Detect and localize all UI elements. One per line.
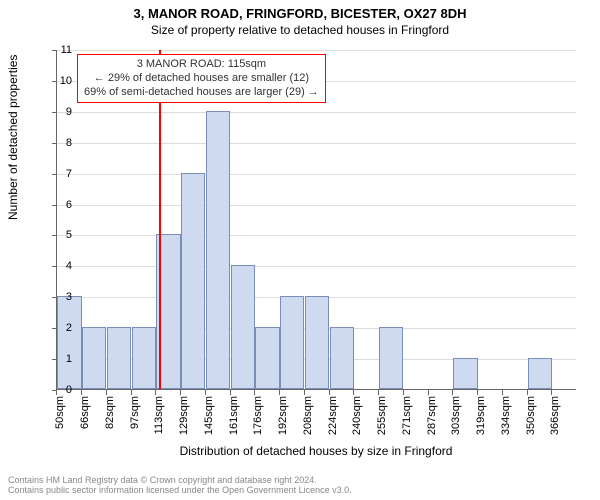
gridline (57, 266, 576, 267)
xtick-mark (477, 390, 478, 395)
y-axis-title: Number of detached properties (6, 55, 20, 220)
histogram-bar (255, 327, 279, 389)
xtick-label: 129sqm (178, 396, 190, 435)
xtick-mark (353, 390, 354, 395)
xtick-label: 97sqm (129, 396, 141, 429)
xtick-label: 240sqm (351, 396, 363, 435)
xtick-label: 366sqm (549, 396, 561, 435)
gridline (57, 235, 576, 236)
xtick-mark (205, 390, 206, 395)
xtick-label: 287sqm (426, 396, 438, 435)
gridline (57, 143, 576, 144)
xtick-mark (230, 390, 231, 395)
histogram-bar (330, 327, 354, 389)
ytick-label: 6 (52, 199, 72, 211)
xtick-mark (106, 390, 107, 395)
page-subtitle: Size of property relative to detached ho… (0, 21, 600, 37)
plot-region: 3 MANOR ROAD: 115sqm ← 29% of detached h… (56, 50, 576, 390)
page-title: 3, MANOR ROAD, FRINGFORD, BICESTER, OX27… (0, 0, 600, 21)
xtick-mark (155, 390, 156, 395)
gridline (57, 205, 576, 206)
xtick-mark (180, 390, 181, 395)
xtick-label: 145sqm (203, 396, 215, 435)
histogram-bar (305, 296, 329, 389)
xtick-label: 208sqm (302, 396, 314, 435)
ytick-label: 2 (52, 322, 72, 334)
histogram-bar (57, 296, 81, 389)
histogram-bar (231, 265, 255, 389)
callout-line-2: ← 29% of detached houses are smaller (12… (84, 72, 319, 86)
xtick-label: 224sqm (327, 396, 339, 435)
xtick-mark (254, 390, 255, 395)
ytick-label: 7 (52, 168, 72, 180)
xtick-mark (329, 390, 330, 395)
histogram-bar (206, 111, 230, 389)
histogram-bar (379, 327, 403, 389)
footer-attribution: Contains HM Land Registry data © Crown c… (8, 476, 352, 496)
chart-area: 3 MANOR ROAD: 115sqm ← 29% of detached h… (56, 50, 576, 430)
xtick-label: 82sqm (104, 396, 116, 429)
histogram-bar (528, 358, 552, 389)
xtick-mark (304, 390, 305, 395)
histogram-bar (82, 327, 106, 389)
ytick-label: 9 (52, 106, 72, 118)
ytick-label: 8 (52, 137, 72, 149)
xtick-mark (131, 390, 132, 395)
xtick-mark (502, 390, 503, 395)
histogram-bar (107, 327, 131, 389)
callout-box: 3 MANOR ROAD: 115sqm ← 29% of detached h… (77, 54, 326, 103)
xtick-label: 113sqm (153, 396, 165, 434)
gridline (57, 174, 576, 175)
xtick-label: 192sqm (277, 396, 289, 435)
xtick-label: 255sqm (376, 396, 388, 435)
xtick-label: 66sqm (79, 396, 91, 429)
xtick-label: 334sqm (500, 396, 512, 435)
xtick-label: 176sqm (252, 396, 264, 435)
xtick-mark (378, 390, 379, 395)
ytick-label: 10 (52, 75, 72, 87)
callout-line-1: 3 MANOR ROAD: 115sqm (84, 58, 319, 72)
ytick-label: 11 (52, 44, 72, 56)
ytick-label: 1 (52, 353, 72, 365)
histogram-bar (181, 173, 205, 389)
histogram-bar (132, 327, 156, 389)
ytick-label: 0 (52, 384, 72, 396)
xtick-label: 350sqm (525, 396, 537, 435)
xtick-label: 319sqm (475, 396, 487, 435)
histogram-bar (280, 296, 304, 389)
footer-line-2: Contains public sector information licen… (8, 486, 352, 496)
gridline (57, 50, 576, 51)
ytick-label: 5 (52, 229, 72, 241)
xtick-mark (428, 390, 429, 395)
callout-line-3: 69% of semi-detached houses are larger (… (84, 86, 319, 100)
ytick-label: 3 (52, 291, 72, 303)
xtick-label: 50sqm (54, 396, 66, 429)
x-axis-title: Distribution of detached houses by size … (56, 444, 576, 458)
xtick-label: 303sqm (450, 396, 462, 435)
histogram-bar (453, 358, 477, 389)
xtick-mark (279, 390, 280, 395)
xtick-mark (551, 390, 552, 395)
xtick-label: 271sqm (401, 396, 413, 435)
ytick-label: 4 (52, 260, 72, 272)
xtick-label: 161sqm (228, 396, 240, 435)
gridline (57, 112, 576, 113)
xtick-mark (527, 390, 528, 395)
xtick-mark (452, 390, 453, 395)
xtick-mark (403, 390, 404, 395)
xtick-mark (81, 390, 82, 395)
